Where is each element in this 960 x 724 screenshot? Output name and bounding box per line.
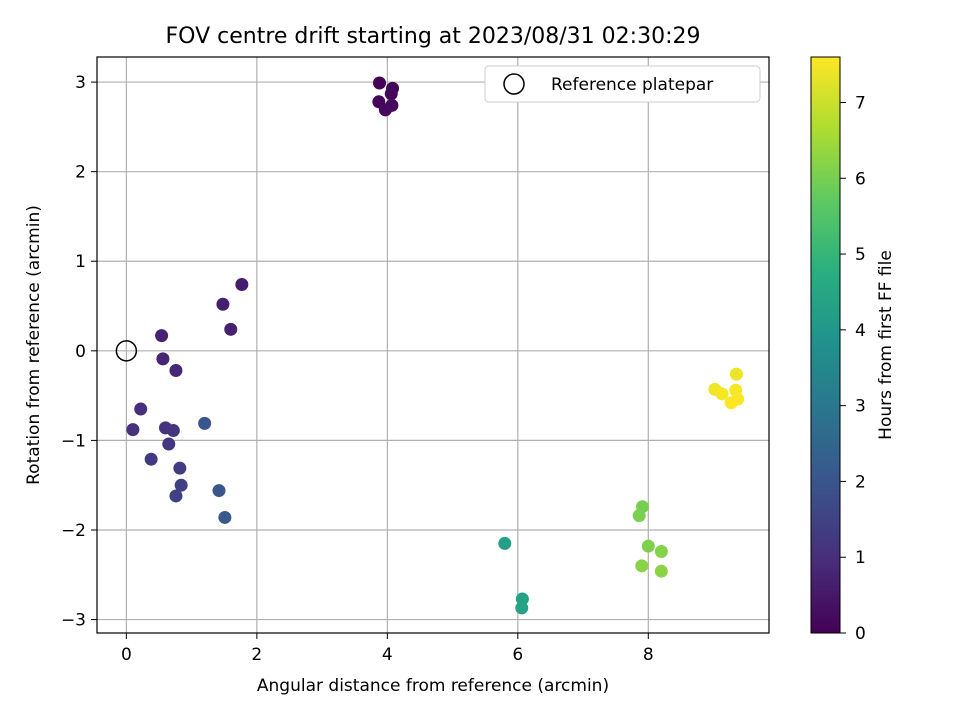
reference-layer [115,340,138,362]
y-tick-label: −1 [61,431,86,451]
colorbar-tick-label: 1 [855,548,866,568]
colorbar-tick-label: 7 [855,93,866,113]
data-point [155,329,169,343]
data-point [235,278,249,292]
y-axis-label: Rotation from reference (arcmin) [24,205,44,485]
data-point [162,437,176,451]
legend-box [484,65,761,103]
data-point [166,424,180,438]
x-tick-label: 0 [121,645,132,665]
colorbar-ticks: 0 1 2 3 4 5 6 7 [840,93,866,644]
data-point [134,402,148,416]
grid-layer [97,57,769,633]
plot-frame [96,56,770,634]
y-tick-label: 3 [75,73,86,93]
chart-title: FOV centre drift starting at 2023/08/31 … [166,24,701,49]
data-point [174,478,188,492]
x-axis-label: Angular distance from reference (arcmin) [257,676,609,696]
data-point [212,484,226,498]
legend-label: Reference platepar [551,75,713,95]
data-point [635,559,649,573]
data-point [173,461,187,475]
data-point [498,536,512,550]
data-point [169,489,183,503]
x-axis-ticks: 0 2 4 6 8 [121,633,654,665]
plot-area [97,57,769,633]
points-layer [126,76,745,615]
colorbar-tick-label: 0 [855,624,866,644]
y-tick-label: 2 [75,163,86,183]
x-tick-label: 4 [382,645,393,665]
data-point [218,510,232,524]
data-point [373,76,387,90]
data-point [224,322,238,336]
x-tick-label: 2 [251,645,262,665]
data-point [144,452,158,466]
data-point [654,544,668,558]
x-tick-label: 6 [512,645,523,665]
legend-marker [503,73,525,95]
data-point [126,423,140,437]
colorbar-tick-label: 3 [855,397,866,417]
data-point [654,564,668,578]
colorbar-label: Hours from first FF file [876,250,896,440]
legend: Reference platepar [484,65,761,103]
data-point [156,352,170,366]
data-point [715,387,729,401]
data-point [729,367,743,381]
data-point [632,509,646,523]
data-point [169,364,183,378]
data-point [515,601,529,615]
colorbar-gradient [811,57,840,633]
y-tick-label: 1 [75,252,86,272]
y-tick-label: 0 [75,342,86,362]
colorbar-tick-label: 2 [855,472,866,492]
y-tick-label: −2 [61,521,86,541]
reference-marker [115,340,138,362]
data-point [384,87,398,101]
colorbar-tick-label: 5 [855,245,866,265]
data-point [198,416,212,430]
y-tick-label: −3 [61,611,86,631]
data-point [724,396,738,410]
y-axis-ticks: −3 −2 −1 0 1 2 3 [61,73,97,631]
colorbar: 0 1 2 3 4 5 6 7 Hours from first FF file [810,56,896,644]
data-point [641,539,655,553]
colorbar-tick-label: 4 [855,321,866,341]
colorbar-tick-label: 6 [855,169,866,189]
data-point [378,103,392,117]
data-point [216,297,230,311]
x-tick-label: 8 [643,645,654,665]
colorbar-frame [810,56,841,634]
